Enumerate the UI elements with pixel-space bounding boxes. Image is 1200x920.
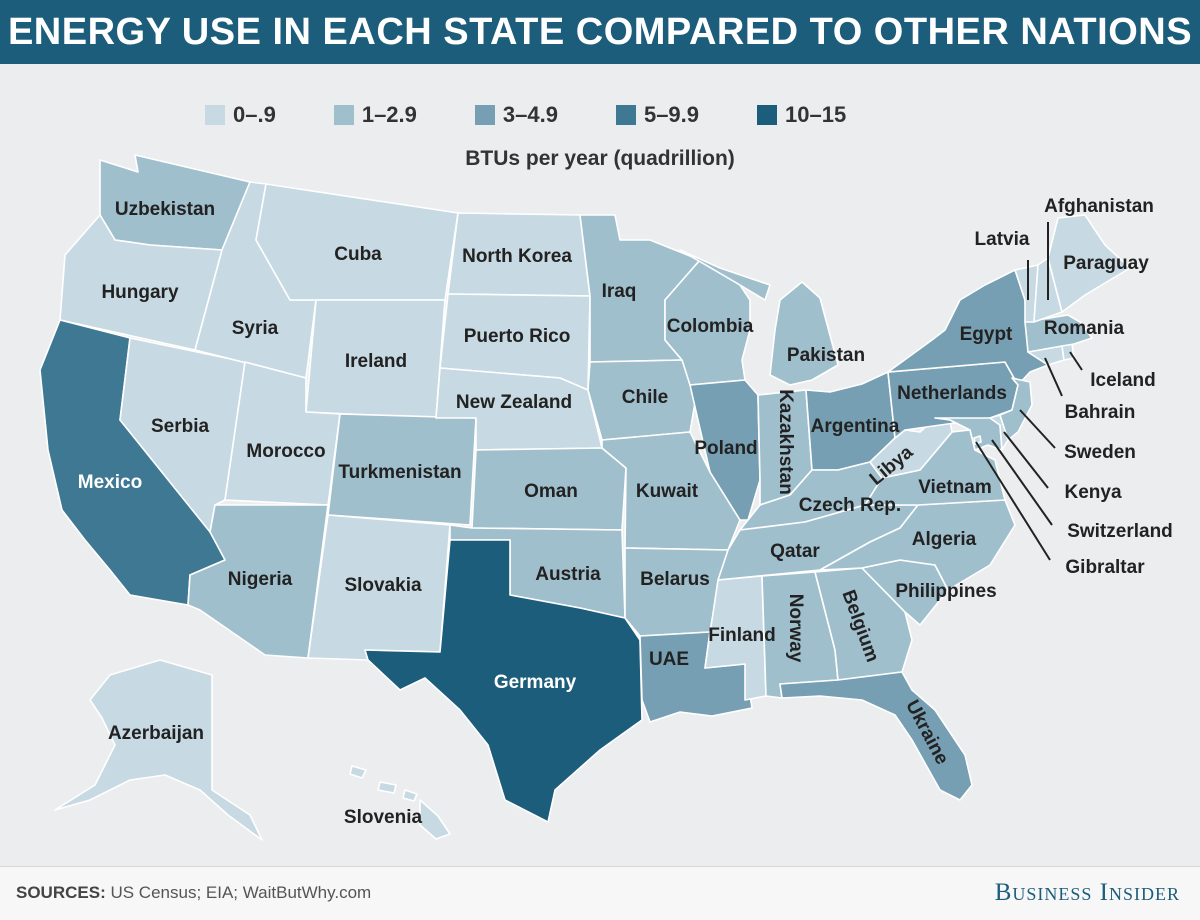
map-label-district-of-columbia: Gibraltar <box>1065 557 1145 578</box>
map-label-south-dakota: Puerto Rico <box>464 326 571 347</box>
legend-label: 3–4.9 <box>502 102 558 127</box>
sources-text: US Census; EIA; WaitButWhy.com <box>110 883 372 902</box>
legend-item: 5–9.9 <box>615 102 700 128</box>
map-label-washington: Uzbekistan <box>115 199 215 220</box>
map-label-north-carolina: Algeria <box>912 529 977 550</box>
legend-swatch <box>205 105 225 125</box>
header-bar: ENERGY USE IN EACH STATE COMPARED TO OTH… <box>0 0 1200 64</box>
state-massachusetts <box>1024 314 1093 353</box>
state-new-jersey <box>999 377 1033 441</box>
map-label-utah: Morocco <box>246 441 325 462</box>
map-label-ohio: Argentina <box>811 416 900 437</box>
page-title: ENERGY USE IN EACH STATE COMPARED TO OTH… <box>7 10 1193 53</box>
map-label-arizona: Nigeria <box>228 569 293 590</box>
state-michigan <box>679 249 839 386</box>
map-label-idaho: Syria <box>232 318 279 339</box>
state-montana <box>255 183 459 301</box>
legend-item: 10–15 <box>757 102 846 128</box>
state-vermont <box>1014 264 1039 323</box>
map-label-illinois: Poland <box>694 438 757 459</box>
map-label-pennsylvania: Netherlands <box>897 383 1007 404</box>
map-label-michigan: Pakistan <box>787 345 865 366</box>
sources-label: SOURCES: <box>16 883 106 902</box>
legend-subtitle: BTUs per year (quadrillion) <box>465 147 735 170</box>
map-label-massachusetts: Romania <box>1044 318 1125 339</box>
map-label-minnesota: Iraq <box>602 281 637 302</box>
map-label-new-hampshire: Afghanistan <box>1044 196 1154 217</box>
map-label-texas: Germany <box>494 672 577 693</box>
map-label-new-jersey: Sweden <box>1064 442 1136 463</box>
map-label-nevada: Serbia <box>151 416 210 437</box>
legend-label: 10–15 <box>785 102 847 127</box>
leader-line-gibraltar <box>975 441 1051 561</box>
map-label-louisiana: UAE <box>649 649 689 670</box>
us-choropleth-map: Uzbekistan Hungary Mexico Serbia Syria C… <box>39 154 1173 841</box>
map-label-missouri: Kuwait <box>636 481 699 502</box>
state-florida <box>779 671 973 801</box>
legend-swatch <box>757 105 778 125</box>
state-alaska <box>54 659 263 841</box>
legend-swatch <box>615 105 636 125</box>
legend-item: 0–.9 <box>205 102 276 128</box>
state-kansas <box>471 447 627 531</box>
legend: 0–.9 1–2.9 3–4.9 5–9.9 10–15 <box>205 100 846 130</box>
state-texas <box>364 539 643 823</box>
map-label-alaska: Azerbaijan <box>108 723 204 744</box>
legend-item: 1–2.9 <box>333 102 417 128</box>
map-label-vermont: Latvia <box>975 229 1030 250</box>
legend-swatch <box>474 105 495 125</box>
leader-line-switzerland <box>991 439 1053 526</box>
state-colorado <box>327 413 477 526</box>
map-label-connecticut: Bahrain <box>1065 402 1136 423</box>
map-label-tennessee: Qatar <box>770 541 820 562</box>
map-label-indiana: Kazakhstan <box>775 389 796 495</box>
map-label-colorado: Turkmenistan <box>338 462 461 483</box>
map-label-mississippi: Finland <box>708 625 776 646</box>
map-label-kentucky: Czech Rep. <box>799 495 901 516</box>
map-label-rhode-island: Iceland <box>1090 370 1155 391</box>
state-maine <box>1047 214 1131 313</box>
state-district-of-columbia <box>973 435 982 445</box>
map-label-wyoming: Ireland <box>345 351 407 372</box>
state-delaware <box>989 414 1009 451</box>
legend-swatch <box>333 105 354 125</box>
state-north-carolina <box>819 499 1016 591</box>
map-label-hawaii: Slovenia <box>344 807 423 828</box>
map-label-oregon: Hungary <box>101 282 179 303</box>
leader-line-iceland <box>1069 351 1083 371</box>
legend-label: 1–2.9 <box>361 102 417 127</box>
map-label-iowa: Chile <box>622 387 668 408</box>
map-label-california: Mexico <box>78 472 142 493</box>
sources-line: SOURCES: US Census; EIA; WaitButWhy.com <box>16 883 371 903</box>
map-label-montana: Cuba <box>334 244 382 265</box>
leader-line-sweden <box>1019 409 1056 449</box>
state-hawaii <box>349 765 451 840</box>
map-label-arkansas: Belarus <box>640 569 710 590</box>
map-label-alabama: Norway <box>785 594 806 663</box>
map-label-new-york: Egypt <box>960 324 1013 345</box>
map-label-south-carolina: Philippines <box>895 581 996 602</box>
footer: SOURCES: US Census; EIA; WaitButWhy.com … <box>0 866 1200 920</box>
brand-logo: Business Insider <box>994 879 1180 906</box>
legend-label: 0–.9 <box>233 102 276 127</box>
legend-item: 3–4.9 <box>474 102 558 128</box>
map-label-maryland: Switzerland <box>1067 521 1173 542</box>
map-label-nebraska: New Zealand <box>456 392 572 413</box>
leader-line-kenya <box>1003 431 1049 489</box>
map-label-delaware: Kenya <box>1064 482 1121 503</box>
legend-label: 5–9.9 <box>643 102 700 127</box>
map-label-kansas: Oman <box>524 481 578 502</box>
map-label-north-dakota: North Korea <box>462 246 572 267</box>
map-label-virginia: Vietnam <box>918 477 992 498</box>
map-label-oklahoma: Austria <box>535 564 601 585</box>
map-label-wisconsin: Colombia <box>667 316 754 337</box>
map-label-maine: Paraguay <box>1063 253 1149 274</box>
map-label-new-mexico: Slovakia <box>344 575 422 596</box>
leader-line-bahrain <box>1044 357 1063 397</box>
